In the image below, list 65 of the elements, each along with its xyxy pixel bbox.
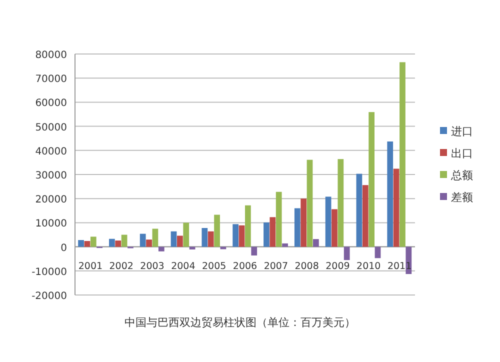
y-tick-label: 70000 [35, 74, 67, 86]
legend-label: 进口 [451, 125, 473, 138]
x-tick-label: 2002 [109, 260, 134, 272]
legend-label: 出口 [451, 147, 473, 160]
bar [245, 205, 251, 247]
x-tick-label: 2007 [264, 260, 288, 272]
bar [264, 222, 270, 247]
bar [356, 174, 362, 247]
x-tick-label: 2006 [232, 260, 258, 272]
bar [78, 240, 84, 247]
bar [338, 159, 344, 247]
x-tick-label: 2003 [140, 260, 164, 272]
y-tick-label: 30000 [35, 170, 67, 182]
bar [276, 192, 282, 247]
bar [84, 241, 90, 247]
bar [214, 214, 220, 247]
bar [332, 209, 338, 247]
bar [140, 234, 146, 247]
y-tick-label: -20000 [32, 291, 67, 302]
bar [146, 240, 152, 247]
bar [109, 238, 115, 247]
x-tick-label: 2004 [171, 260, 196, 272]
bar [238, 225, 245, 247]
x-tick-label: 2001 [78, 260, 103, 272]
bar [115, 240, 122, 247]
bar [121, 234, 128, 247]
bar [400, 62, 406, 247]
bar [368, 112, 375, 247]
bar [158, 246, 164, 252]
bar [374, 246, 381, 258]
text: 中国与巴西双边贸易柱状图（单位：百万美元） [124, 316, 356, 329]
bar [387, 141, 394, 247]
y-tick-label: 10000 [35, 218, 67, 230]
bar [177, 236, 183, 247]
y-tick-label: 60000 [35, 98, 67, 110]
bar [270, 217, 276, 247]
bar [208, 231, 214, 247]
y-tick-label: -10000 [32, 266, 67, 278]
y-tick-label: 0 [60, 242, 67, 254]
x-tick-label: 2010 [356, 260, 381, 272]
legend-label: 差额 [451, 191, 473, 204]
x-tick-label: 2009 [326, 260, 350, 272]
y-tick-label: 40000 [35, 146, 67, 158]
bar [251, 246, 258, 256]
x-tick-label: 2005 [202, 260, 226, 272]
bar [362, 185, 368, 247]
y-tick-label: 20000 [35, 194, 67, 206]
y-tick-label: 50000 [35, 122, 67, 134]
bar [313, 239, 319, 247]
legend-label: 总额 [450, 169, 473, 182]
y-tick-label: 80000 [35, 50, 67, 61]
bar [232, 224, 239, 247]
bar [90, 236, 96, 247]
x-tick-label: 2008 [294, 260, 319, 272]
bar [325, 196, 332, 247]
bar [393, 168, 400, 247]
bar [294, 208, 300, 247]
bar [282, 243, 288, 247]
bar [344, 246, 350, 260]
bar [306, 160, 313, 247]
bar [202, 228, 208, 247]
bar [183, 222, 190, 247]
bar [300, 198, 307, 247]
bar [152, 228, 158, 247]
bar [170, 231, 177, 247]
